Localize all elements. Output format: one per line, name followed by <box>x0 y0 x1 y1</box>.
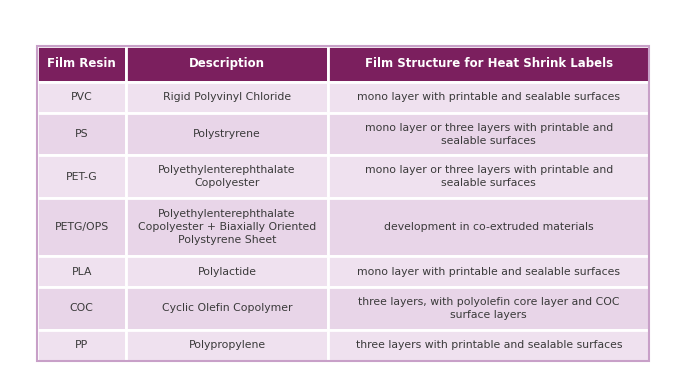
Text: Polystryrene: Polystryrene <box>193 129 261 139</box>
Text: Description: Description <box>189 57 265 70</box>
Text: PP: PP <box>75 340 88 350</box>
Text: mono layer or three layers with printable and
sealable surfaces: mono layer or three layers with printabl… <box>364 165 613 188</box>
FancyBboxPatch shape <box>126 287 328 329</box>
Text: Film Resin: Film Resin <box>48 57 116 70</box>
Text: PS: PS <box>75 129 88 139</box>
FancyBboxPatch shape <box>126 113 328 155</box>
FancyBboxPatch shape <box>328 256 649 287</box>
FancyBboxPatch shape <box>328 46 649 82</box>
FancyBboxPatch shape <box>37 82 126 113</box>
FancyBboxPatch shape <box>126 198 328 256</box>
FancyBboxPatch shape <box>37 155 126 198</box>
Text: PVC: PVC <box>71 92 92 102</box>
FancyBboxPatch shape <box>328 198 649 256</box>
Text: Polypropylene: Polypropylene <box>188 340 266 350</box>
Text: development in co-extruded materials: development in co-extruded materials <box>384 222 594 232</box>
Text: Polylactide: Polylactide <box>198 266 256 277</box>
Text: Cyclic Olefin Copolymer: Cyclic Olefin Copolymer <box>162 304 292 314</box>
FancyBboxPatch shape <box>328 287 649 329</box>
FancyBboxPatch shape <box>37 256 126 287</box>
Text: mono layer with printable and sealable surfaces: mono layer with printable and sealable s… <box>357 266 620 277</box>
Text: three layers, with polyolefin core layer and COC
surface layers: three layers, with polyolefin core layer… <box>358 297 619 320</box>
FancyBboxPatch shape <box>126 82 328 113</box>
Text: three layers with printable and sealable surfaces: three layers with printable and sealable… <box>356 340 622 350</box>
FancyBboxPatch shape <box>126 256 328 287</box>
Text: Polyethylenterephthalate
Copolyester + Biaxially Oriented
Polystyrene Sheet: Polyethylenterephthalate Copolyester + B… <box>138 209 316 245</box>
FancyBboxPatch shape <box>328 113 649 155</box>
Text: mono layer or three layers with printable and
sealable surfaces: mono layer or three layers with printabl… <box>364 123 613 146</box>
FancyBboxPatch shape <box>126 46 328 82</box>
FancyBboxPatch shape <box>328 82 649 113</box>
Text: PLA: PLA <box>71 266 92 277</box>
Text: Film Structure for Heat Shrink Labels: Film Structure for Heat Shrink Labels <box>364 57 613 70</box>
Text: PETG/OPS: PETG/OPS <box>54 222 109 232</box>
FancyBboxPatch shape <box>37 198 126 256</box>
FancyBboxPatch shape <box>126 329 328 361</box>
FancyBboxPatch shape <box>328 329 649 361</box>
FancyBboxPatch shape <box>37 287 126 329</box>
FancyBboxPatch shape <box>126 155 328 198</box>
FancyBboxPatch shape <box>37 329 126 361</box>
Text: PET-G: PET-G <box>66 172 98 182</box>
Text: Polyethylenterephthalate
Copolyester: Polyethylenterephthalate Copolyester <box>158 165 296 188</box>
FancyBboxPatch shape <box>37 46 126 82</box>
Text: mono layer with printable and sealable surfaces: mono layer with printable and sealable s… <box>357 92 620 102</box>
Text: Rigid Polyvinyl Chloride: Rigid Polyvinyl Chloride <box>163 92 291 102</box>
Text: COC: COC <box>70 304 94 314</box>
FancyBboxPatch shape <box>328 155 649 198</box>
FancyBboxPatch shape <box>37 113 126 155</box>
